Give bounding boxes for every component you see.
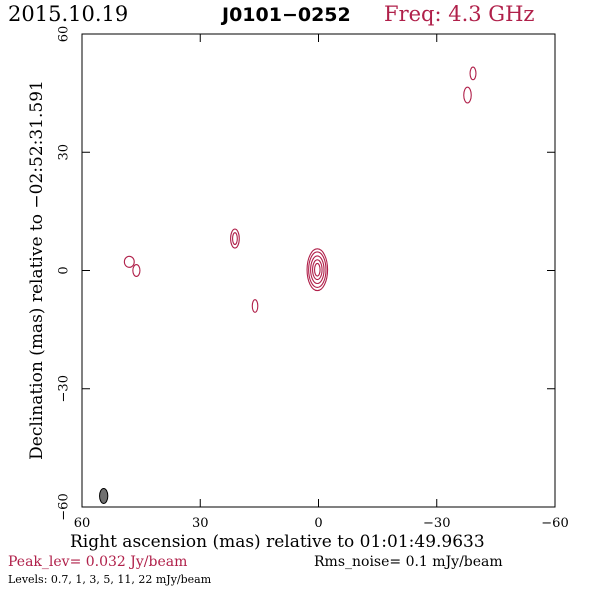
contour-levels: Levels: 0.7, 1, 3, 5, 11, 22 mJy/beam xyxy=(8,573,212,586)
beam-ellipse xyxy=(99,487,109,504)
y-tick-label: 30 xyxy=(57,144,72,161)
y-tick-label: 60 xyxy=(57,26,72,43)
beam-layer xyxy=(99,487,109,504)
contour-feature-far-w1 xyxy=(123,255,135,268)
source-name: J0101−0252 xyxy=(222,4,351,26)
contour-feature-far-w2 xyxy=(132,264,141,277)
contour-ring xyxy=(306,248,329,292)
contour-ring xyxy=(308,251,327,288)
x-tick-label: 30 xyxy=(192,516,209,531)
contour-ring xyxy=(310,255,325,285)
contour-components xyxy=(123,66,477,313)
x-tick-label: 0 xyxy=(314,516,322,531)
axis-tick-labels: 60 30 0 −30 −60 −60 −30 0 30 60 xyxy=(57,26,569,531)
x-axis-label: Right ascension (mas) relative to 01:01:… xyxy=(70,532,485,552)
x-tick-label: 60 xyxy=(74,516,91,531)
contour-feature-w2 xyxy=(251,299,259,313)
contour-ring xyxy=(230,228,240,249)
x-tick-label: −30 xyxy=(423,516,450,531)
contour-ring xyxy=(251,299,259,313)
y-tick-label: −60 xyxy=(57,493,72,520)
axis-ticks xyxy=(81,33,556,508)
contour-ring xyxy=(463,86,472,104)
y-axis-label: Declination (mas) relative to −02:52:31.… xyxy=(27,80,47,460)
contour-feature-w1 xyxy=(230,228,240,249)
peak-level: Peak_lev= 0.032 Jy/beam xyxy=(8,554,188,570)
contour-ring xyxy=(232,232,238,246)
frequency-label: Freq: 4.3 GHz xyxy=(384,2,535,26)
contour-ring xyxy=(314,262,321,277)
contour-ring xyxy=(312,259,323,281)
contour-core xyxy=(306,248,329,292)
contour-ring xyxy=(132,264,141,277)
y-tick-label: −30 xyxy=(57,375,72,402)
x-tick-label: −60 xyxy=(541,516,568,531)
observation-date: 2015.10.19 xyxy=(8,2,129,26)
contour-ring xyxy=(469,66,477,81)
contour-feature-ne2 xyxy=(463,86,472,104)
contour-ring xyxy=(123,255,135,268)
rms-noise: Rms_noise= 0.1 mJy/beam xyxy=(314,554,503,570)
y-tick-label: 0 xyxy=(57,266,72,274)
plot-frame xyxy=(81,33,556,508)
contour-feature-ne1 xyxy=(469,66,477,81)
